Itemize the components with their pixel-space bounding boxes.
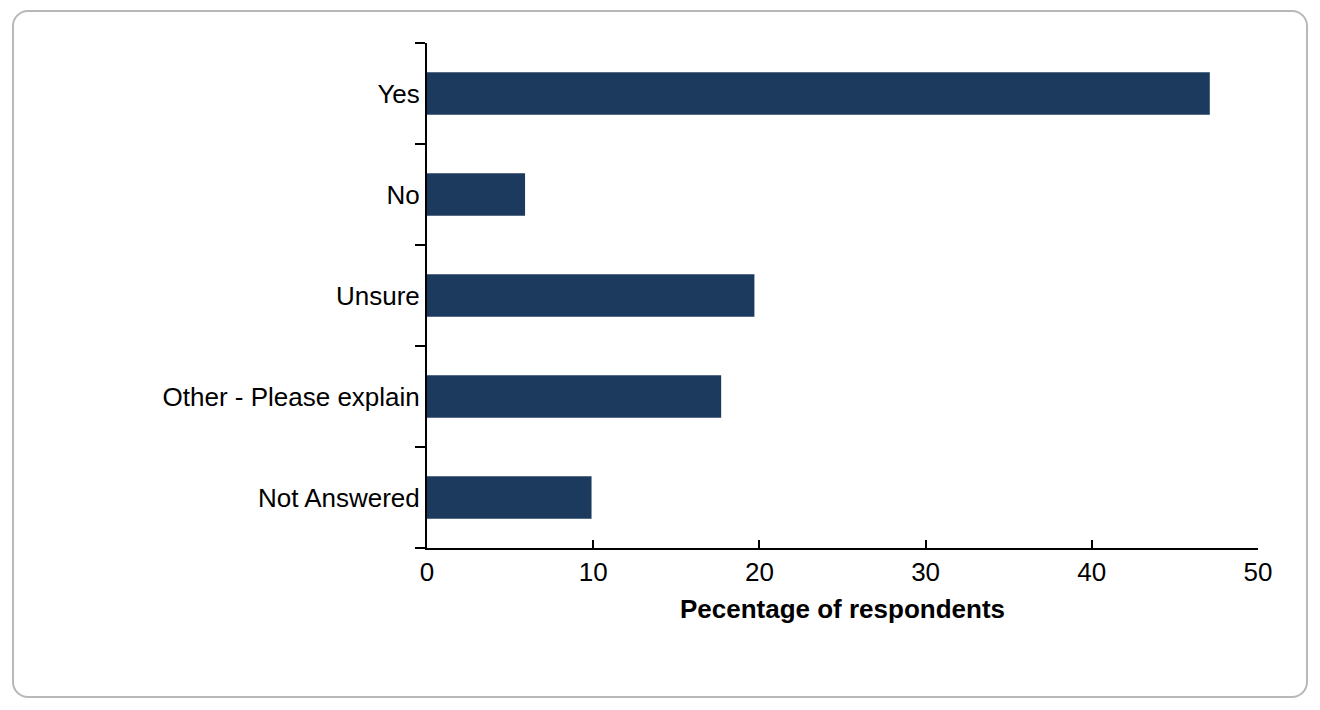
svg-text:10: 10 xyxy=(579,557,608,587)
svg-text:Not Answered: Not Answered xyxy=(258,483,420,513)
svg-text:Other - Please explain: Other - Please explain xyxy=(163,382,420,412)
svg-text:Unsure: Unsure xyxy=(336,281,420,311)
svg-text:40: 40 xyxy=(1077,557,1106,587)
svg-text:20: 20 xyxy=(745,557,774,587)
svg-text:Yes: Yes xyxy=(377,79,419,109)
svg-text:50: 50 xyxy=(1244,557,1273,587)
svg-text:30: 30 xyxy=(911,557,940,587)
svg-text:Pecentage of respondents: Pecentage of respondents xyxy=(680,594,1005,624)
svg-text:No: No xyxy=(387,180,420,210)
svg-text:0: 0 xyxy=(420,557,434,587)
